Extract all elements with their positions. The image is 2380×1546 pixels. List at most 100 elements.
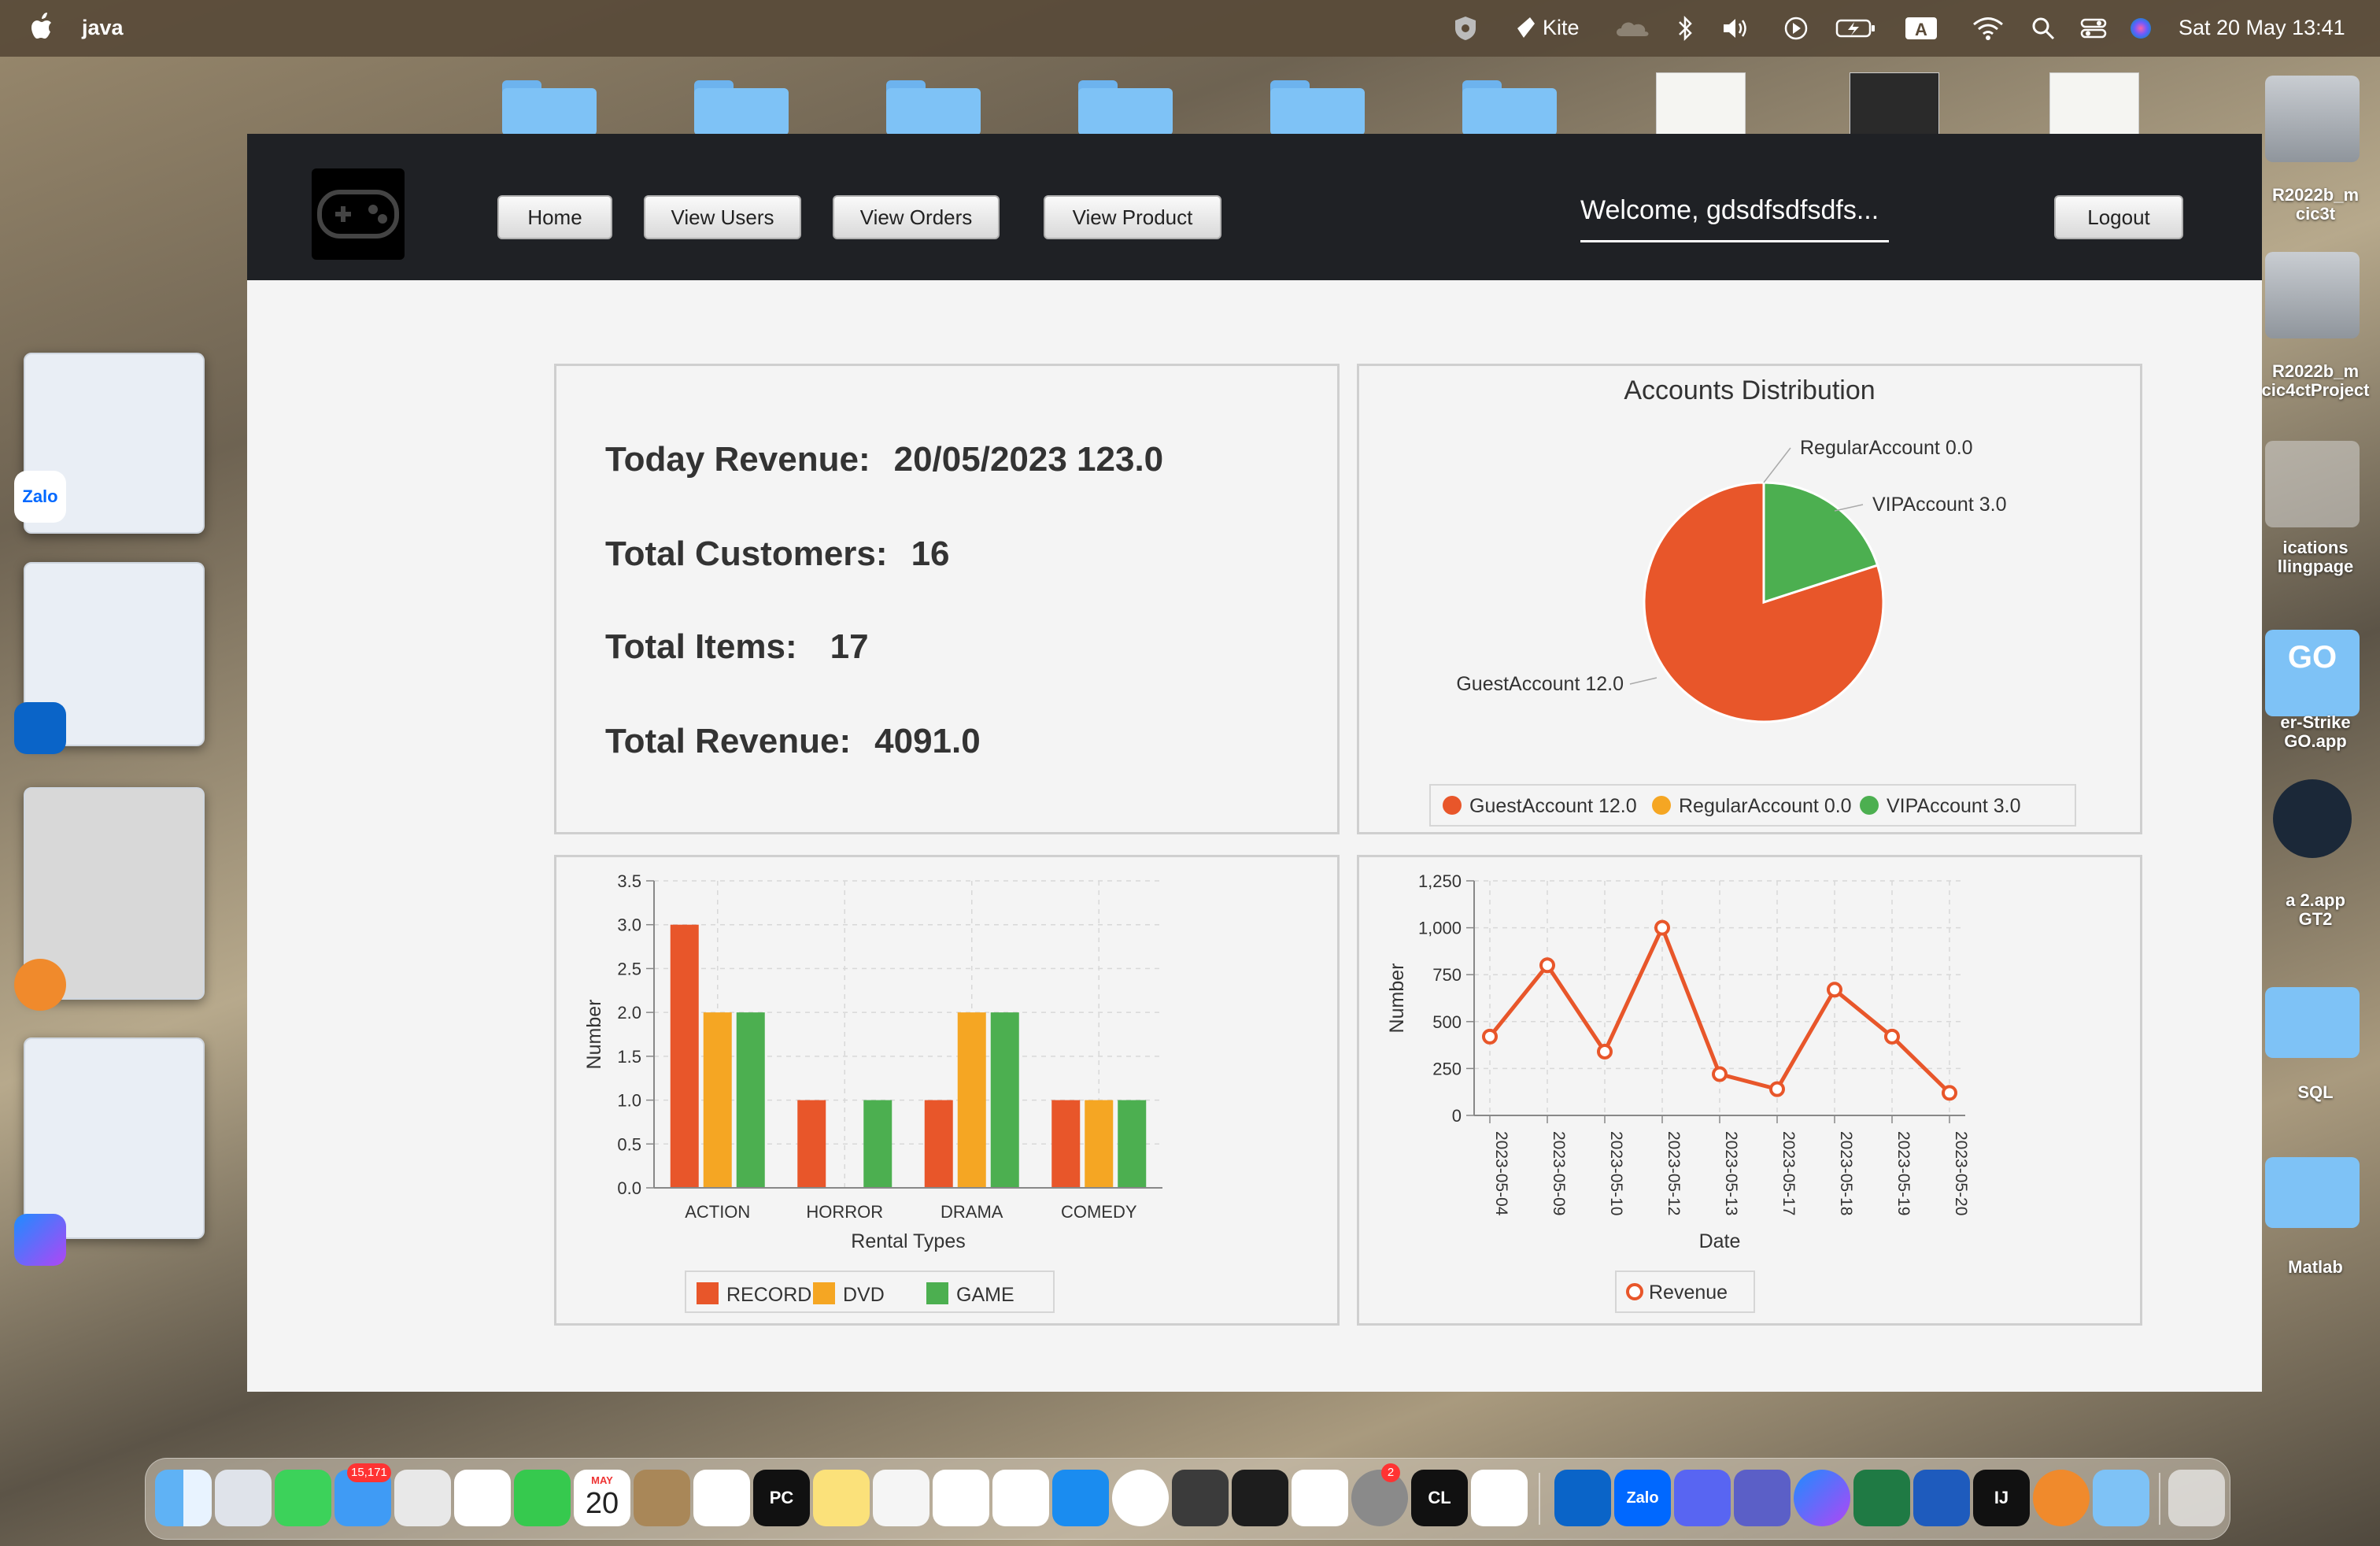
pycharm-label: PC	[769, 1488, 794, 1507]
desktop-folder[interactable]	[502, 80, 597, 135]
excel-icon[interactable]	[1853, 1470, 1910, 1526]
desktop-item-label[interactable]: a 2.app GT2	[2286, 890, 2345, 929]
desktop-item-label[interactable]: R2022b_m cic3t	[2271, 185, 2360, 224]
intellij-icon[interactable]: IJ	[1973, 1470, 2030, 1526]
teams-icon[interactable]	[1734, 1470, 1791, 1526]
view-product-button[interactable]: View Product	[1044, 195, 1221, 239]
logout-button[interactable]: Logout	[2054, 195, 2183, 239]
line-x-tick-label: 2023-05-17	[1779, 1131, 1798, 1215]
home-button[interactable]: Home	[497, 195, 612, 239]
app-store-icon[interactable]	[1052, 1470, 1109, 1526]
disk-image-icon[interactable]	[2265, 76, 2360, 162]
facetime-icon[interactable]	[514, 1470, 571, 1526]
revenue-point	[1539, 957, 1555, 974]
bar-category-label: HORROR	[806, 1202, 883, 1222]
zalo-icon[interactable]: Zalo	[14, 471, 66, 523]
bar-legend	[685, 1270, 1055, 1313]
word-icon[interactable]	[1913, 1470, 1970, 1526]
launchpad-icon[interactable]	[215, 1470, 272, 1526]
desktop-folder[interactable]	[694, 80, 789, 135]
play-icon[interactable]	[1780, 14, 1812, 43]
messenger-dock-icon[interactable]	[1794, 1470, 1850, 1526]
battery-icon[interactable]	[1834, 14, 1878, 43]
terminal-icon[interactable]	[1232, 1470, 1288, 1526]
desktop-item-label[interactable]: SQL	[2297, 1082, 2334, 1102]
desktop-printer-thumbnail[interactable]	[1850, 72, 1939, 135]
total-revenue-label: Total Revenue:	[605, 722, 852, 760]
hand-app-icon[interactable]	[14, 959, 66, 1011]
desktop-item-label[interactable]: R2022b_m cic4ctProject	[2261, 361, 2370, 400]
discord-icon[interactable]	[1674, 1470, 1731, 1526]
desktop-item-label[interactable]: er-Strike GO.app	[2280, 712, 2351, 751]
clion-label: CL	[1428, 1488, 1451, 1507]
disk-image-icon[interactable]	[2265, 252, 2360, 338]
chrome-icon[interactable]	[1112, 1470, 1169, 1526]
sublime-text-icon[interactable]	[1172, 1470, 1229, 1526]
desktop-item-label[interactable]: ications llingpage	[2277, 538, 2354, 576]
hand-dock-icon[interactable]	[2033, 1470, 2090, 1526]
wifi-icon[interactable]	[1971, 14, 2005, 43]
apple-menu-icon[interactable]	[30, 11, 57, 43]
pycharm-icon[interactable]: PC	[753, 1470, 810, 1526]
desktop-folder[interactable]	[1078, 80, 1173, 135]
bluetooth-icon[interactable]	[1673, 14, 1697, 43]
notes-icon[interactable]	[813, 1470, 870, 1526]
outlook-dock-icon[interactable]	[1554, 1470, 1611, 1526]
matlab-folder-icon[interactable]	[2265, 1157, 2360, 1228]
mongodb-compass-icon[interactable]	[1471, 1470, 1528, 1526]
active-app-name[interactable]: java	[82, 16, 124, 39]
maps-icon[interactable]	[394, 1470, 451, 1526]
control-center-icon[interactable]	[2078, 14, 2109, 43]
bar-y-tick-label: 1.0	[617, 1091, 641, 1111]
desktop-folder[interactable]	[1462, 80, 1557, 135]
bar-legend-label: GAME	[956, 1284, 1014, 1306]
finder-icon[interactable]	[155, 1470, 212, 1526]
clion-icon[interactable]: CL	[1411, 1470, 1468, 1526]
keynote-icon[interactable]	[873, 1470, 929, 1526]
stage-manager-thumbnail-messenger[interactable]	[24, 1037, 205, 1239]
view-orders-button[interactable]: View Orders	[833, 195, 1000, 239]
menubar-clock[interactable]: Sat 20 May 13:41	[2179, 16, 2345, 39]
app-icon[interactable]	[2265, 441, 2360, 527]
system-settings-icon[interactable]	[1351, 1470, 1408, 1526]
desktop-item-label[interactable]: Matlab	[2288, 1257, 2343, 1277]
siri-icon[interactable]	[2127, 14, 2155, 43]
vscode-icon[interactable]	[1292, 1470, 1348, 1526]
line-y-tick-label: 0	[1452, 1106, 1462, 1126]
desktop-document-thumbnail[interactable]	[2049, 72, 2139, 135]
zalo-label: Zalo	[22, 486, 58, 506]
outlook-icon[interactable]	[14, 702, 66, 754]
line-chart: 0 250 500 750 1,000 1,250 2023-05-04 2023-05-09…	[1386, 871, 1970, 1313]
steam-icon[interactable]	[2273, 779, 2352, 858]
revenue-point	[1769, 1081, 1785, 1097]
calendar-icon[interactable]: MAY 20	[574, 1470, 630, 1526]
messages-icon[interactable]	[275, 1470, 331, 1526]
photos-icon[interactable]	[454, 1470, 511, 1526]
input-source-icon[interactable]: A	[1903, 14, 1939, 43]
stage-manager-thumbnail-zalo[interactable]	[24, 353, 205, 534]
desktop-document-thumbnail[interactable]	[1656, 72, 1746, 135]
desktop-folder[interactable]	[1270, 80, 1365, 135]
volume-icon[interactable]	[1720, 14, 1752, 43]
trash-icon[interactable]	[2168, 1470, 2225, 1526]
messenger-icon[interactable]	[14, 1214, 66, 1266]
reminders-icon[interactable]	[693, 1470, 750, 1526]
downloads-folder-icon[interactable]	[2093, 1470, 2149, 1526]
cloud-icon[interactable]	[1610, 14, 1654, 43]
bar-y-tick-label: 3.5	[617, 871, 641, 891]
search-icon[interactable]	[2029, 14, 2057, 43]
zalo-dock-icon[interactable]: Zalo	[1614, 1470, 1671, 1526]
desktop-folder[interactable]	[886, 80, 981, 135]
sql-folder-icon[interactable]	[2265, 987, 2360, 1058]
csgo-app-icon[interactable]: GO	[2265, 630, 2360, 716]
total-customers-label: Total Customers:	[605, 534, 888, 573]
pages-icon[interactable]	[992, 1470, 1049, 1526]
shield-status-icon[interactable]	[1450, 14, 1481, 43]
line-y-tick-label: 1,000	[1418, 919, 1462, 938]
kite-icon[interactable]	[1510, 14, 1541, 43]
kite-label[interactable]: Kite	[1543, 16, 1580, 39]
pie-legend-swatch	[1443, 796, 1462, 815]
numbers-icon[interactable]	[933, 1470, 989, 1526]
contacts-icon[interactable]	[634, 1470, 690, 1526]
view-users-button[interactable]: View Users	[644, 195, 801, 239]
